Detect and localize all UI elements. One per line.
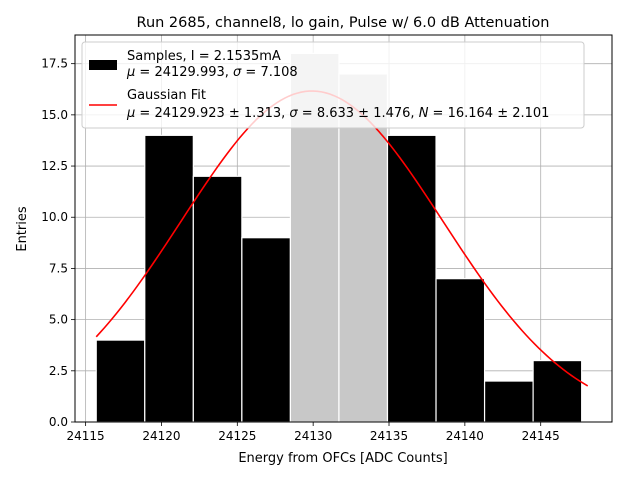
y-tick-label: 10.0	[41, 210, 68, 224]
y-tick-label: 15.0	[41, 108, 68, 122]
x-tick-label: 24120	[142, 429, 180, 443]
y-tick-label: 12.5	[41, 159, 68, 173]
legend-fit-line1: Gaussian Fit	[127, 88, 206, 103]
legend: Samples, I = 2.1535mA μ = 24129.993, σ =…	[81, 41, 585, 129]
histogram-bar	[241, 237, 292, 423]
x-tick-label: 24140	[446, 429, 484, 443]
x-tick-label: 24145	[522, 429, 560, 443]
x-tick-label: 24115	[67, 429, 105, 443]
y-tick-label: 7.5	[49, 261, 68, 275]
histogram-bar	[386, 134, 437, 423]
y-tick-label: 0.0	[49, 415, 68, 429]
chart-title: Run 2685, channel8, lo gain, Pulse w/ 6.…	[137, 15, 550, 31]
x-axis-ticks: 24115 24120 24125 24130 24135 24140 24145	[67, 422, 560, 443]
x-axis-label: Energy from OFCs [ADC Counts]	[238, 451, 447, 466]
legend-samples-line2: μ = 24129.993, σ = 7.108	[126, 65, 298, 80]
x-tick-label: 24135	[370, 429, 408, 443]
y-axis-label: Entries	[15, 206, 30, 252]
y-tick-label: 5.0	[49, 313, 68, 327]
x-tick-label: 24130	[294, 429, 332, 443]
plot-frame	[74, 34, 613, 423]
legend-box	[81, 41, 585, 129]
histogram-bar	[483, 380, 534, 423]
legend-fit-line2: μ = 24129.923 ± 1.313, σ = 8.633 ± 1.476…	[126, 106, 549, 121]
legend-samples-line1: Samples, I = 2.1535mA	[127, 49, 281, 64]
histogram-bar	[435, 278, 486, 423]
y-tick-label: 17.5	[41, 57, 68, 71]
x-tick-label: 24125	[218, 429, 256, 443]
histogram-bar	[532, 359, 583, 423]
histogram-bar	[95, 339, 146, 423]
y-tick-label: 2.5	[49, 364, 68, 378]
histogram-bar	[144, 134, 194, 423]
histogram-bar	[192, 175, 243, 423]
y-axis-ticks: 0.0 2.5 5.0 7.5 10.0 12.5 15.0 17.5	[41, 57, 75, 429]
legend-samples-swatch	[89, 60, 117, 70]
